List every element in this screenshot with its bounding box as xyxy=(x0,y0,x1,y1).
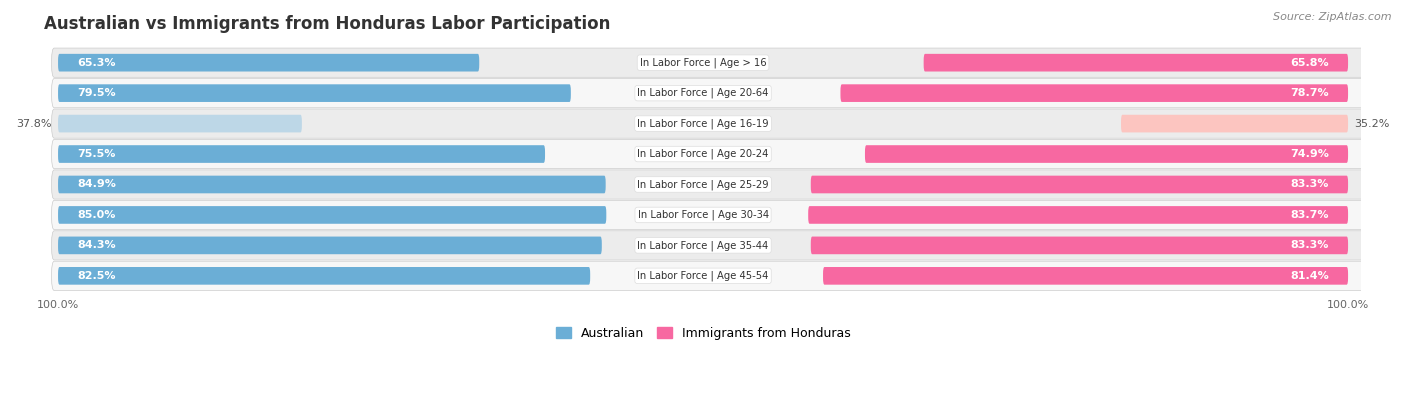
FancyBboxPatch shape xyxy=(52,109,1368,138)
Text: In Labor Force | Age 20-64: In Labor Force | Age 20-64 xyxy=(637,88,769,98)
Text: 37.8%: 37.8% xyxy=(15,118,52,129)
Text: 75.5%: 75.5% xyxy=(77,149,115,159)
FancyBboxPatch shape xyxy=(58,145,546,163)
FancyBboxPatch shape xyxy=(58,267,591,285)
Text: In Labor Force | Age 30-34: In Labor Force | Age 30-34 xyxy=(637,210,769,220)
FancyBboxPatch shape xyxy=(58,54,479,71)
Text: 65.3%: 65.3% xyxy=(77,58,115,68)
Text: 84.3%: 84.3% xyxy=(77,241,117,250)
FancyBboxPatch shape xyxy=(811,176,1348,193)
FancyBboxPatch shape xyxy=(58,84,571,102)
Text: 83.3%: 83.3% xyxy=(1291,179,1329,190)
Text: Source: ZipAtlas.com: Source: ZipAtlas.com xyxy=(1274,12,1392,22)
FancyBboxPatch shape xyxy=(52,79,1368,108)
FancyBboxPatch shape xyxy=(865,145,1348,163)
FancyBboxPatch shape xyxy=(841,84,1348,102)
Text: 35.2%: 35.2% xyxy=(1354,118,1391,129)
FancyBboxPatch shape xyxy=(924,54,1348,71)
Text: In Labor Force | Age 25-29: In Labor Force | Age 25-29 xyxy=(637,179,769,190)
Text: 83.3%: 83.3% xyxy=(1291,241,1329,250)
FancyBboxPatch shape xyxy=(52,139,1368,169)
Legend: Australian, Immigrants from Honduras: Australian, Immigrants from Honduras xyxy=(551,322,855,345)
Text: 84.9%: 84.9% xyxy=(77,179,117,190)
Text: In Labor Force | Age 45-54: In Labor Force | Age 45-54 xyxy=(637,271,769,281)
Text: 82.5%: 82.5% xyxy=(77,271,115,281)
Text: 79.5%: 79.5% xyxy=(77,88,117,98)
FancyBboxPatch shape xyxy=(52,48,1368,77)
FancyBboxPatch shape xyxy=(808,206,1348,224)
Text: In Labor Force | Age 16-19: In Labor Force | Age 16-19 xyxy=(637,118,769,129)
Text: In Labor Force | Age > 16: In Labor Force | Age > 16 xyxy=(640,57,766,68)
FancyBboxPatch shape xyxy=(52,261,1368,290)
FancyBboxPatch shape xyxy=(58,237,602,254)
Text: 81.4%: 81.4% xyxy=(1289,271,1329,281)
Text: In Labor Force | Age 35-44: In Labor Force | Age 35-44 xyxy=(637,240,769,251)
FancyBboxPatch shape xyxy=(52,231,1368,260)
Text: 85.0%: 85.0% xyxy=(77,210,115,220)
FancyBboxPatch shape xyxy=(58,206,606,224)
FancyBboxPatch shape xyxy=(823,267,1348,285)
Text: Australian vs Immigrants from Honduras Labor Participation: Australian vs Immigrants from Honduras L… xyxy=(44,15,610,33)
Text: 74.9%: 74.9% xyxy=(1289,149,1329,159)
Text: 83.7%: 83.7% xyxy=(1291,210,1329,220)
FancyBboxPatch shape xyxy=(58,176,606,193)
FancyBboxPatch shape xyxy=(52,170,1368,199)
Text: 78.7%: 78.7% xyxy=(1291,88,1329,98)
Text: 65.8%: 65.8% xyxy=(1291,58,1329,68)
FancyBboxPatch shape xyxy=(58,115,302,132)
FancyBboxPatch shape xyxy=(1121,115,1348,132)
Text: In Labor Force | Age 20-24: In Labor Force | Age 20-24 xyxy=(637,149,769,159)
FancyBboxPatch shape xyxy=(811,237,1348,254)
FancyBboxPatch shape xyxy=(52,200,1368,229)
